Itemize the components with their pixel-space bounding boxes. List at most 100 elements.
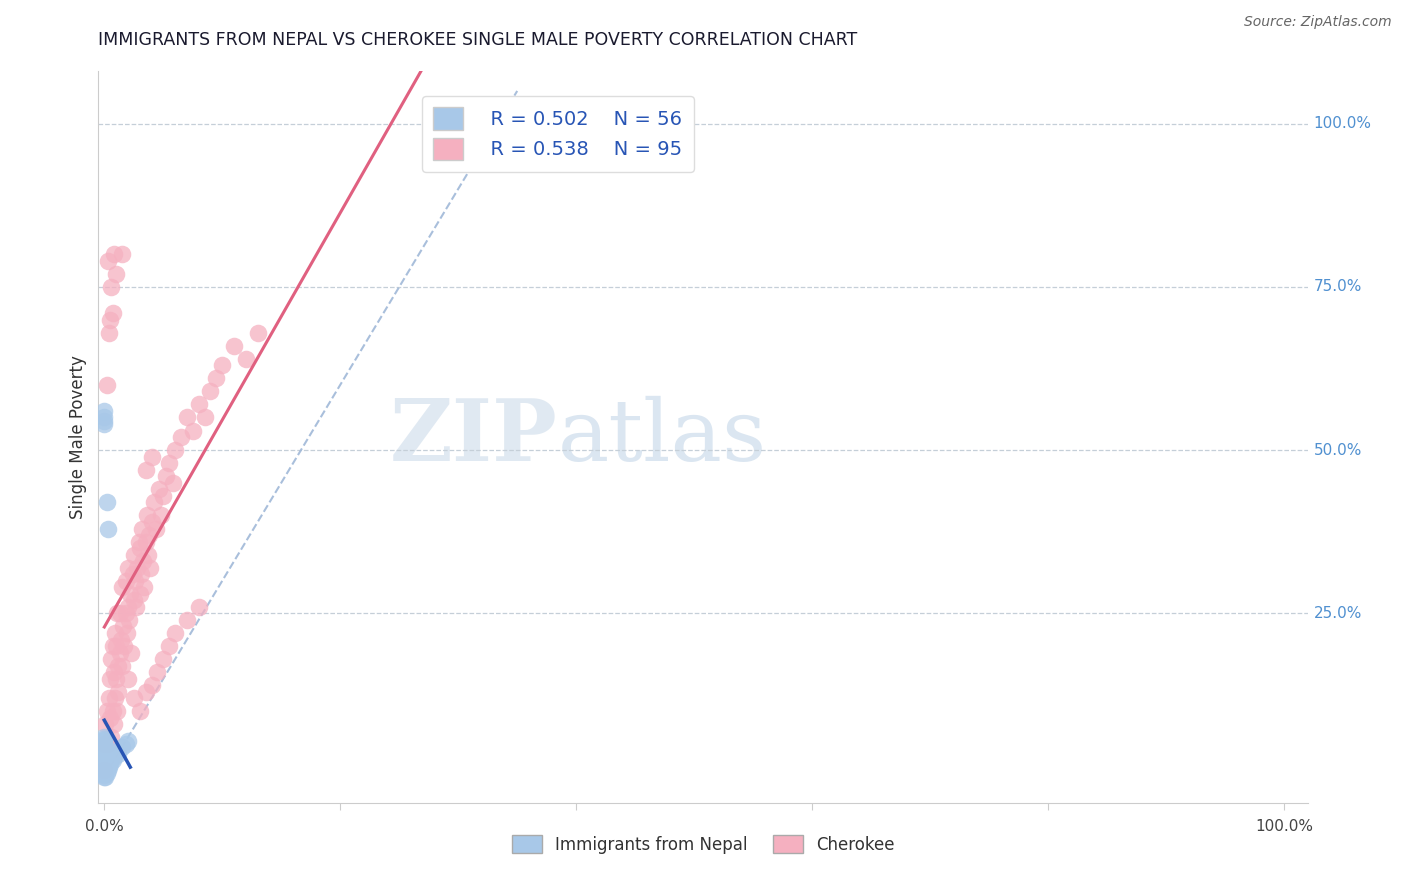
Point xyxy=(93,734,115,748)
Point xyxy=(145,521,167,535)
Point xyxy=(128,587,150,601)
Point xyxy=(101,753,124,767)
Point xyxy=(120,587,142,601)
Point xyxy=(112,639,135,653)
Point xyxy=(176,613,198,627)
Point xyxy=(93,754,115,768)
Point xyxy=(135,534,157,549)
Point xyxy=(125,599,148,614)
Text: 100.0%: 100.0% xyxy=(1256,819,1313,834)
Point xyxy=(138,528,160,542)
Point xyxy=(93,737,115,751)
Point xyxy=(96,753,118,767)
Text: ZIP: ZIP xyxy=(389,395,558,479)
Point xyxy=(131,521,153,535)
Point xyxy=(115,626,138,640)
Legend: Immigrants from Nepal, Cherokee: Immigrants from Nepal, Cherokee xyxy=(505,829,901,860)
Point xyxy=(100,652,122,666)
Point xyxy=(117,733,139,747)
Point xyxy=(93,763,115,777)
Point xyxy=(93,750,115,764)
Point xyxy=(222,339,245,353)
Point xyxy=(93,759,115,773)
Point xyxy=(142,495,165,509)
Point xyxy=(118,613,141,627)
Point xyxy=(135,508,157,523)
Point xyxy=(93,733,115,747)
Text: 0.0%: 0.0% xyxy=(84,819,124,834)
Point xyxy=(117,560,139,574)
Point xyxy=(141,450,163,464)
Point xyxy=(94,770,117,784)
Point xyxy=(93,753,115,767)
Point xyxy=(105,743,128,757)
Point xyxy=(93,762,115,776)
Point xyxy=(128,534,150,549)
Point xyxy=(107,685,129,699)
Point xyxy=(94,717,117,731)
Point xyxy=(98,711,121,725)
Point xyxy=(98,326,121,340)
Point xyxy=(141,678,163,692)
Point xyxy=(96,705,118,719)
Point xyxy=(93,739,115,754)
Point xyxy=(157,639,180,653)
Point xyxy=(96,495,118,509)
Point xyxy=(93,740,115,755)
Point xyxy=(107,658,129,673)
Point xyxy=(165,443,187,458)
Point xyxy=(93,756,115,770)
Point xyxy=(117,672,139,686)
Point xyxy=(96,766,118,780)
Point xyxy=(128,705,150,719)
Point xyxy=(93,404,115,418)
Point xyxy=(122,593,145,607)
Point xyxy=(98,756,121,771)
Point xyxy=(124,574,146,588)
Point xyxy=(181,424,204,438)
Point xyxy=(105,639,128,653)
Point xyxy=(111,658,134,673)
Point xyxy=(98,760,121,774)
Text: atlas: atlas xyxy=(558,395,768,479)
Point xyxy=(122,548,145,562)
Text: 75.0%: 75.0% xyxy=(1313,279,1362,294)
Point xyxy=(110,632,132,647)
Point xyxy=(101,639,124,653)
Point xyxy=(136,548,159,562)
Point xyxy=(93,748,115,763)
Point xyxy=(93,742,115,756)
Point xyxy=(114,737,136,751)
Point xyxy=(146,665,169,680)
Point xyxy=(100,280,122,294)
Point xyxy=(111,740,134,755)
Point xyxy=(105,607,128,621)
Point xyxy=(93,414,115,428)
Point xyxy=(114,574,136,588)
Point xyxy=(105,705,128,719)
Point xyxy=(93,756,115,771)
Point xyxy=(97,763,120,777)
Point xyxy=(101,306,124,320)
Point xyxy=(93,739,115,753)
Point xyxy=(157,456,180,470)
Point xyxy=(235,351,257,366)
Point xyxy=(96,760,118,774)
Point xyxy=(93,751,115,765)
Point xyxy=(187,599,209,614)
Point xyxy=(100,731,122,745)
Point xyxy=(129,567,152,582)
Point xyxy=(97,521,120,535)
Point xyxy=(108,607,131,621)
Point xyxy=(149,508,172,523)
Point xyxy=(98,747,121,761)
Point xyxy=(122,691,145,706)
Point xyxy=(98,312,121,326)
Point xyxy=(103,247,125,261)
Point xyxy=(246,326,269,340)
Point xyxy=(200,384,222,399)
Point xyxy=(103,665,125,680)
Point xyxy=(94,756,117,771)
Point xyxy=(103,750,125,764)
Point xyxy=(93,758,115,772)
